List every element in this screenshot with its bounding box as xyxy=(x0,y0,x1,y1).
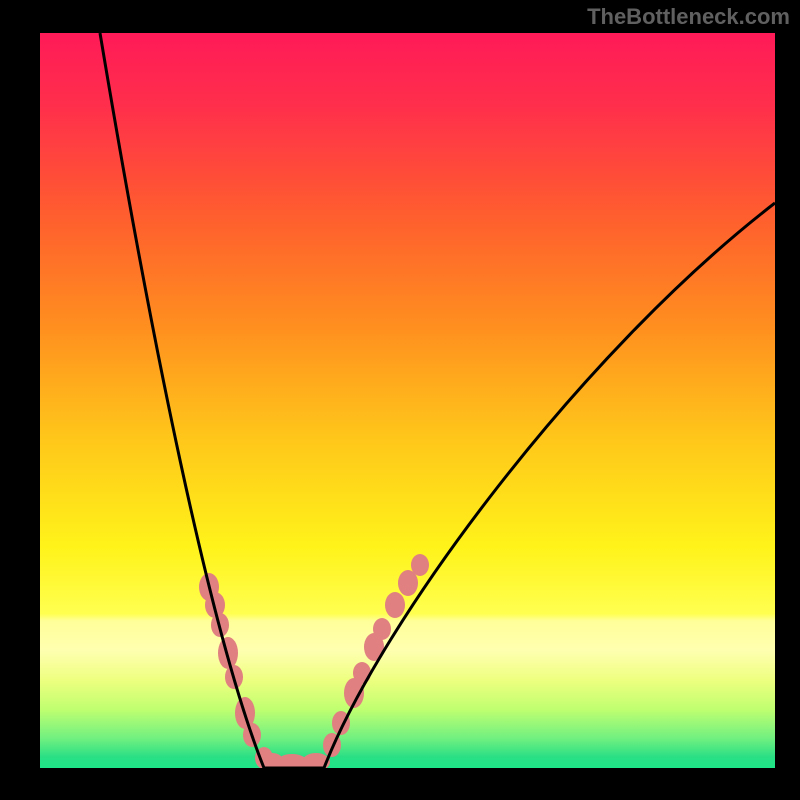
marker-dot xyxy=(385,592,405,618)
markers-group xyxy=(199,554,429,768)
v-curve-path xyxy=(100,33,775,768)
marker-dot xyxy=(411,554,429,576)
watermark-text: TheBottleneck.com xyxy=(587,4,790,30)
curve-layer xyxy=(40,33,775,768)
marker-dot xyxy=(353,662,371,684)
marker-dot xyxy=(373,618,391,640)
plot-area xyxy=(40,33,775,768)
chart-root: TheBottleneck.com xyxy=(0,0,800,800)
